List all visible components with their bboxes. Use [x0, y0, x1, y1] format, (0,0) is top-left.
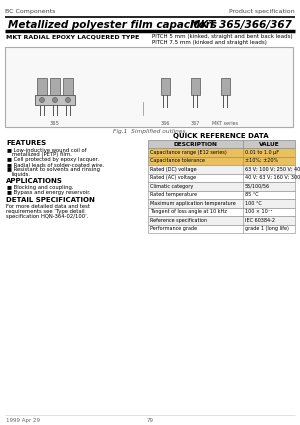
Text: VALUE: VALUE — [259, 142, 279, 147]
Text: ±10%; ±20%: ±10%; ±20% — [245, 158, 278, 163]
Bar — [221, 78, 230, 95]
Text: 40 V; 63 V; 160 V; 300 V: 40 V; 63 V; 160 V; 300 V — [245, 175, 300, 180]
Text: 366: 366 — [160, 121, 170, 126]
Text: Capacitance range (E12 series): Capacitance range (E12 series) — [150, 150, 227, 155]
Text: Capacitance tolerance: Capacitance tolerance — [150, 158, 205, 163]
Text: Performance grade: Performance grade — [150, 226, 197, 231]
Text: 1999 Apr 29: 1999 Apr 29 — [6, 418, 40, 423]
Bar — [148, 156, 295, 165]
Bar — [148, 199, 295, 207]
Text: ■ Bypass and energy reservoir.: ■ Bypass and energy reservoir. — [7, 190, 91, 195]
Text: 100 °C: 100 °C — [245, 201, 262, 206]
Bar — [148, 140, 295, 148]
Circle shape — [52, 97, 58, 102]
Text: Tangent of loss angle at 10 kHz: Tangent of loss angle at 10 kHz — [150, 209, 227, 214]
Text: ■ Resistant to solvents and rinsing: ■ Resistant to solvents and rinsing — [7, 167, 100, 172]
Bar — [148, 224, 295, 233]
Text: MKT RADIAL EPOXY LACQUERED TYPE: MKT RADIAL EPOXY LACQUERED TYPE — [6, 34, 139, 39]
Text: metallized (PETP) film.: metallized (PETP) film. — [12, 152, 72, 157]
Bar — [148, 165, 295, 173]
Text: 85 °C: 85 °C — [245, 192, 259, 197]
Text: ■ Cell protected by epoxy lacquer.: ■ Cell protected by epoxy lacquer. — [7, 157, 99, 162]
Bar — [148, 207, 295, 216]
Bar — [37, 78, 47, 95]
Bar — [63, 78, 73, 95]
Text: ■ Blocking and coupling.: ■ Blocking and coupling. — [7, 185, 74, 190]
Text: ■ Radial leads of solder-coated wire.: ■ Radial leads of solder-coated wire. — [7, 162, 104, 167]
Bar — [35, 95, 75, 105]
Text: Reference specification: Reference specification — [150, 218, 207, 223]
Text: ■ Low-inductive wound coil of: ■ Low-inductive wound coil of — [7, 147, 86, 152]
Bar — [148, 148, 295, 156]
Text: 79: 79 — [146, 418, 154, 423]
Text: MKT series: MKT series — [212, 121, 238, 126]
Text: IEC 60384-2: IEC 60384-2 — [245, 218, 275, 223]
Text: 100 × 10⁻⁴: 100 × 10⁻⁴ — [245, 209, 272, 214]
Text: 365: 365 — [50, 121, 60, 126]
Text: Product specification: Product specification — [230, 9, 295, 14]
Bar — [148, 190, 295, 199]
Text: grade 1 (long life): grade 1 (long life) — [245, 226, 289, 231]
Text: QUICK REFERENCE DATA: QUICK REFERENCE DATA — [173, 133, 269, 139]
Text: DESCRIPTION: DESCRIPTION — [174, 142, 218, 147]
Text: 55/100/56: 55/100/56 — [245, 184, 270, 189]
Bar — [50, 78, 60, 95]
Text: Climatic category: Climatic category — [150, 184, 193, 189]
Text: 63 V; 100 V; 250 V; 400 V: 63 V; 100 V; 250 V; 400 V — [245, 167, 300, 172]
Text: BC Components: BC Components — [5, 9, 55, 14]
Bar — [161, 78, 170, 95]
Text: Rated temperature: Rated temperature — [150, 192, 197, 197]
Text: APPLICATIONS: APPLICATIONS — [6, 178, 63, 184]
Bar — [148, 216, 295, 224]
Text: Rated (DC) voltage: Rated (DC) voltage — [150, 167, 196, 172]
Bar — [191, 78, 200, 95]
Bar — [148, 173, 295, 182]
Text: DETAIL SPECIFICATION: DETAIL SPECIFICATION — [6, 197, 95, 203]
Circle shape — [40, 97, 44, 102]
Circle shape — [65, 97, 70, 102]
Text: PITCH 7.5 mm (kinked and straight leads): PITCH 7.5 mm (kinked and straight leads) — [152, 40, 267, 45]
Text: requirements see ‘Type detail: requirements see ‘Type detail — [6, 209, 85, 214]
Text: Fig.1  Simplified outlines.: Fig.1 Simplified outlines. — [113, 129, 187, 134]
Text: 367: 367 — [190, 121, 200, 126]
Text: Maximum application temperature: Maximum application temperature — [150, 201, 236, 206]
Bar — [148, 182, 295, 190]
Text: For more detailed data and test: For more detailed data and test — [6, 204, 90, 209]
Text: liquids.: liquids. — [12, 172, 31, 177]
Text: MKT 365/366/367: MKT 365/366/367 — [190, 20, 292, 30]
Text: PITCH 5 mm (kinked, straight and bent back leads): PITCH 5 mm (kinked, straight and bent ba… — [152, 34, 292, 39]
Text: Metallized polyester film capacitors: Metallized polyester film capacitors — [8, 20, 217, 30]
Text: 0.01 to 1.0 μF: 0.01 to 1.0 μF — [245, 150, 279, 155]
Text: specification HQN-364-02/100’.: specification HQN-364-02/100’. — [6, 214, 88, 219]
Bar — [5, 47, 293, 127]
Text: FEATURES: FEATURES — [6, 140, 46, 146]
Text: Rated (AC) voltage: Rated (AC) voltage — [150, 175, 196, 180]
